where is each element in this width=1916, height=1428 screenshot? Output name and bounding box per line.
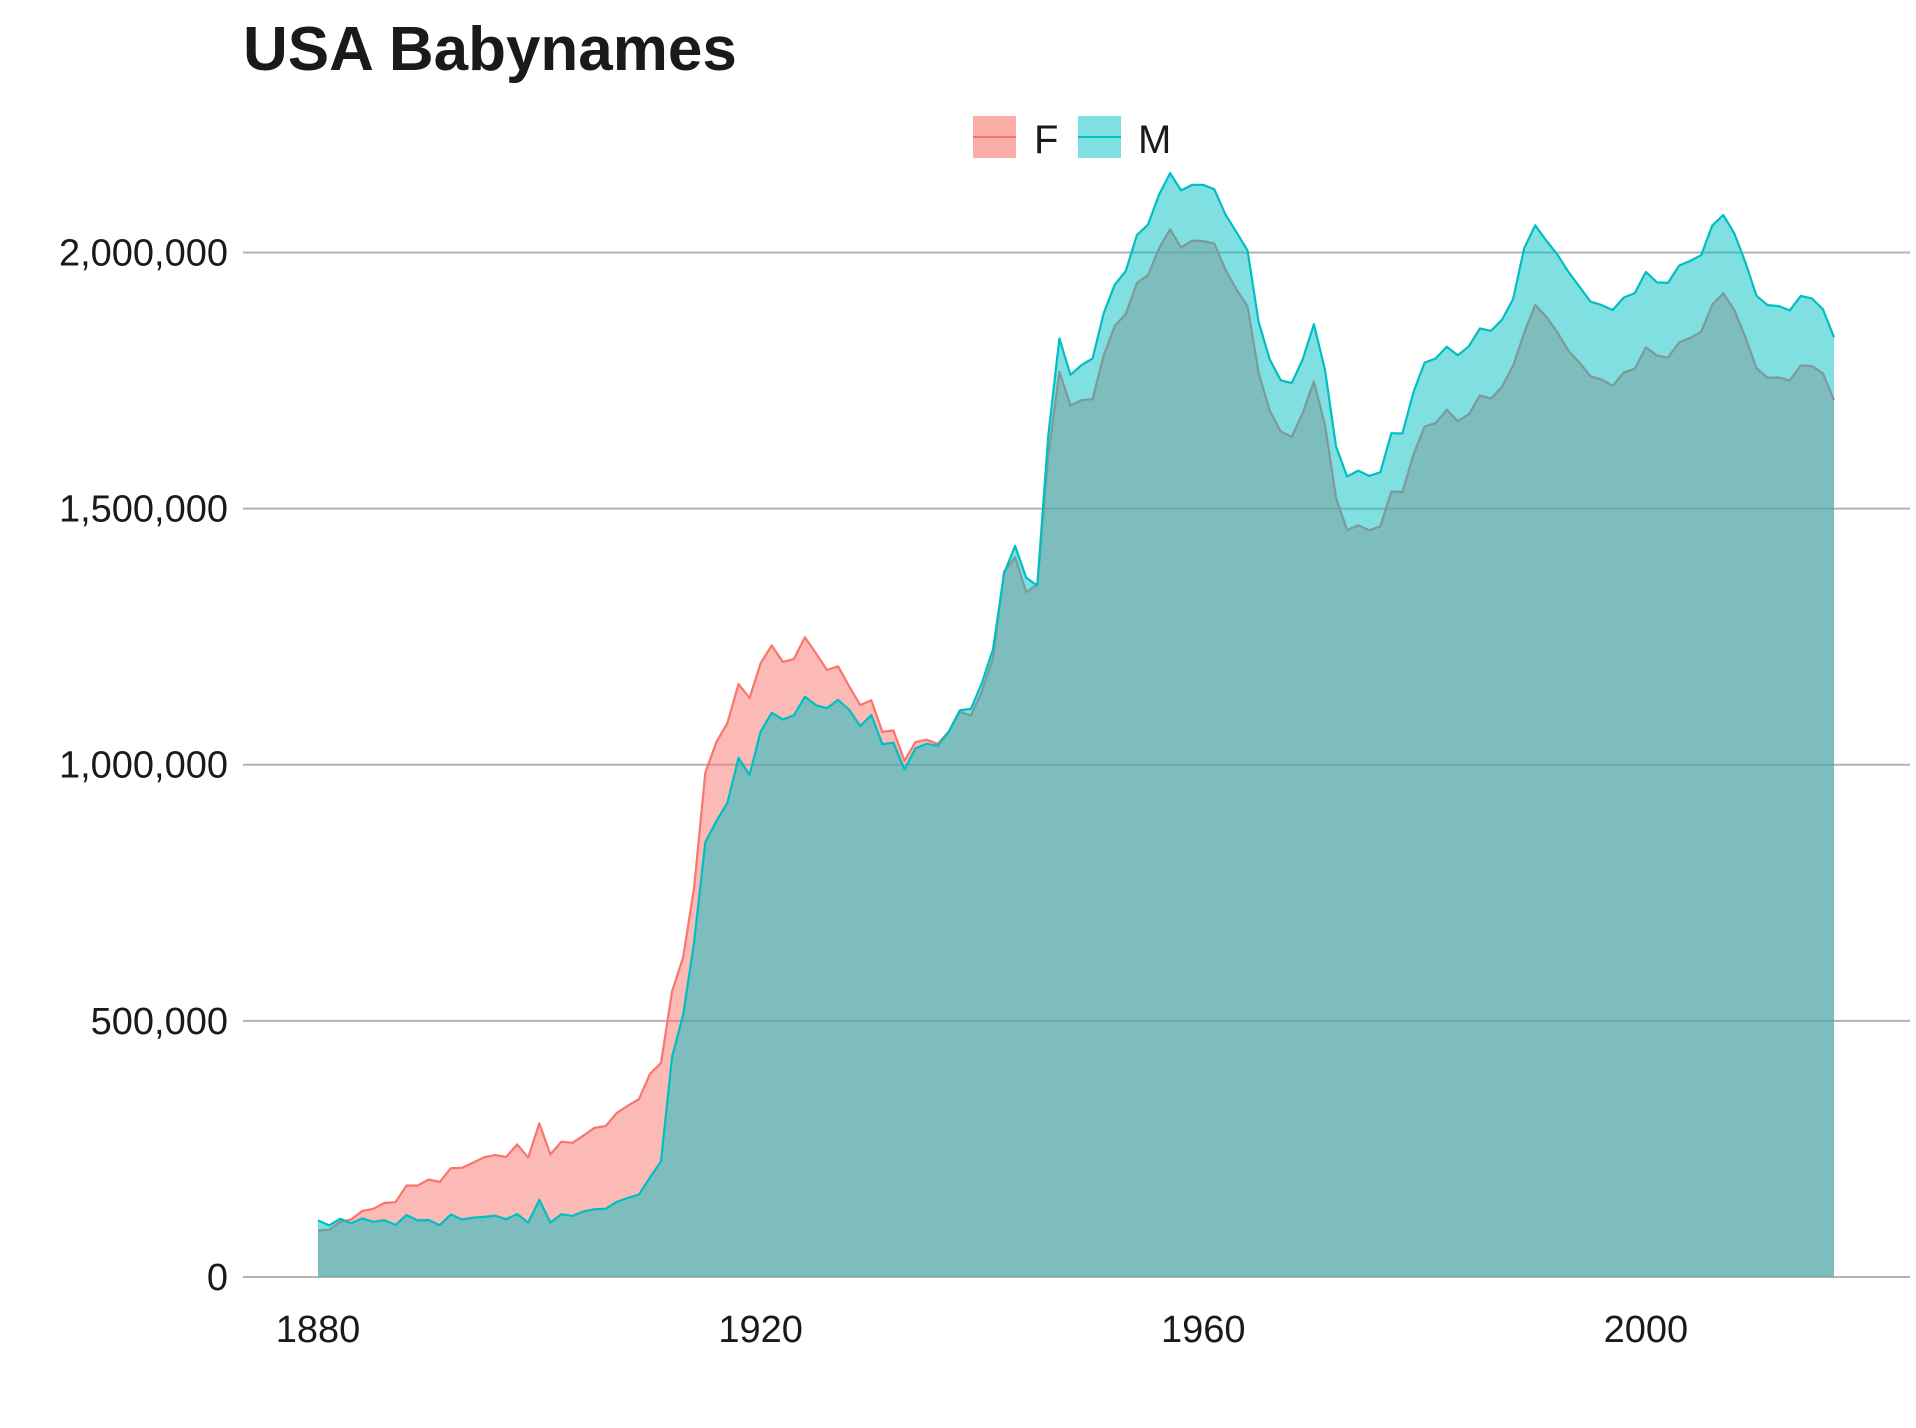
legend-item-f: F	[973, 116, 1058, 162]
area-m	[318, 173, 1834, 1278]
y-tick-label: 500,000	[91, 1001, 228, 1043]
plot-areas	[317, 172, 1836, 1278]
y-tick-label: 0	[207, 1257, 228, 1299]
y-tick-label: 1,500,000	[59, 489, 228, 531]
x-tick-label: 2000	[1604, 1309, 1689, 1351]
y-tick-label: 2,000,000	[59, 232, 228, 274]
chart-title: USA Babynames	[243, 15, 737, 84]
line-m	[317, 172, 1836, 1227]
legend: F M	[973, 116, 1171, 162]
x-tick-label: 1880	[276, 1309, 361, 1351]
legend-item-m: M	[1078, 116, 1171, 162]
x-tick-label: 1960	[1161, 1309, 1246, 1351]
y-tick-label: 1,000,000	[59, 745, 228, 787]
legend-label-f: F	[1034, 118, 1058, 162]
legend-label-m: M	[1138, 118, 1171, 162]
y-axis: 0 500,000 1,000,000 1,500,000 2,000,000	[59, 232, 228, 1299]
x-axis: 1880 1920 1960 2000	[276, 1309, 1688, 1351]
x-tick-label: 1920	[718, 1309, 803, 1351]
